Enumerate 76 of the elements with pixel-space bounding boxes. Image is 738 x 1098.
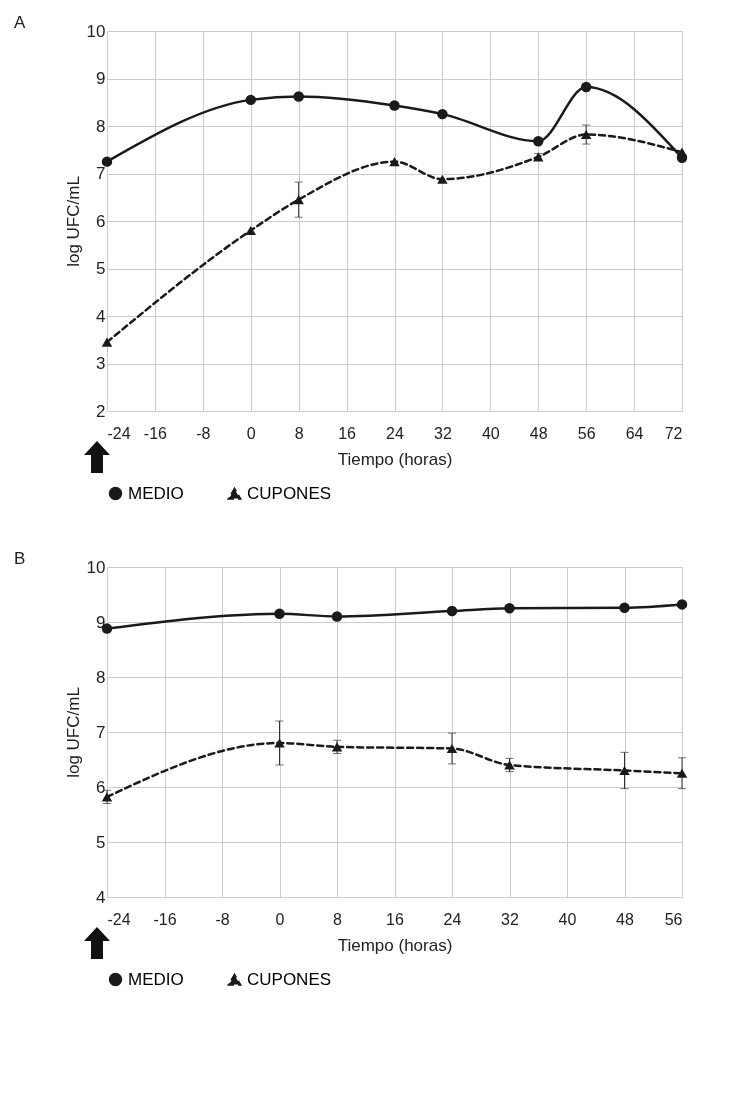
- legend-label: MEDIO: [128, 969, 184, 989]
- point: [101, 156, 113, 167]
- x-tick-label: -8: [196, 424, 211, 442]
- point: [446, 743, 458, 754]
- y-tick-label: 2: [96, 401, 106, 421]
- point: [437, 108, 448, 120]
- chart-title: B: [14, 549, 26, 568]
- point: [676, 768, 688, 778]
- x-tick-label: 16: [386, 910, 404, 928]
- y-tick-label: 10: [86, 557, 106, 577]
- point: [580, 81, 592, 93]
- x-tick-label: -24: [107, 424, 131, 442]
- point: [245, 225, 256, 236]
- x-tick-label: 40: [481, 424, 500, 442]
- point: [389, 157, 400, 167]
- y-tick-label: 3: [96, 354, 106, 373]
- x-tick-label: 24: [386, 424, 404, 442]
- legend-label: CUPONES: [247, 969, 332, 989]
- x-tick-label: 40: [558, 910, 577, 928]
- y-tick-label: 5: [96, 259, 106, 278]
- y-tick-label: 10: [86, 21, 106, 41]
- chart-title: A: [14, 13, 27, 32]
- point: [293, 91, 304, 102]
- point: [619, 602, 630, 613]
- y-tick-label: 7: [96, 164, 106, 183]
- y-tick-label: 8: [96, 116, 106, 136]
- y-tick-label: 9: [96, 612, 106, 632]
- point: [331, 742, 343, 752]
- point: [446, 605, 458, 617]
- x-axis-title: Tiempo (horas): [337, 935, 453, 955]
- x-tick-label: -8: [215, 910, 230, 928]
- x-tick-label: 32: [501, 910, 519, 928]
- point: [533, 135, 544, 147]
- point: [331, 611, 343, 622]
- y-axis-title: log UFC/mL: [63, 687, 83, 778]
- x-tick-label: -24: [107, 910, 131, 928]
- point: [437, 174, 448, 184]
- x-tick-label: 8: [333, 910, 343, 928]
- x-axis-title: Tiempo (horas): [337, 449, 453, 469]
- y-tick-label: 9: [96, 69, 106, 88]
- y-axis-title: log UFC/mL: [63, 176, 83, 267]
- x-tick-label: -16: [143, 424, 168, 442]
- point: [245, 94, 256, 106]
- point: [101, 792, 113, 802]
- legend-label: MEDIO: [128, 483, 184, 503]
- x-tick-label: 48: [529, 424, 548, 442]
- point: [274, 738, 285, 748]
- x-tick-label: 48: [616, 910, 634, 928]
- y-tick-label: 4: [96, 887, 106, 907]
- x-tick-label: 56: [664, 910, 683, 928]
- point: [101, 337, 113, 347]
- y-tick-label: 5: [96, 832, 106, 852]
- y-tick-label: 6: [96, 211, 106, 231]
- point: [676, 599, 688, 610]
- x-tick-label: 32: [434, 424, 452, 442]
- point: [676, 147, 688, 157]
- x-tick-label: 8: [294, 424, 304, 442]
- y-tick-label: 7: [96, 722, 106, 742]
- x-tick-label: 0: [275, 910, 285, 928]
- y-tick-label: 8: [96, 667, 106, 687]
- point: [389, 100, 400, 111]
- x-tick-label: -16: [153, 910, 177, 928]
- point: [293, 195, 304, 205]
- x-tick-label: 72: [664, 424, 683, 442]
- x-tick-label: 24: [443, 910, 462, 928]
- x-tick-label: 56: [577, 424, 596, 442]
- point: [274, 608, 285, 619]
- x-tick-label: 64: [625, 424, 644, 442]
- legend-label: CUPONES: [247, 483, 332, 503]
- point: [504, 603, 515, 614]
- point: [619, 765, 630, 776]
- y-tick-label: 6: [96, 777, 106, 797]
- y-tick-label: 4: [96, 306, 106, 326]
- x-tick-label: 16: [338, 424, 357, 442]
- x-tick-label: 0: [246, 424, 256, 442]
- point: [580, 130, 592, 140]
